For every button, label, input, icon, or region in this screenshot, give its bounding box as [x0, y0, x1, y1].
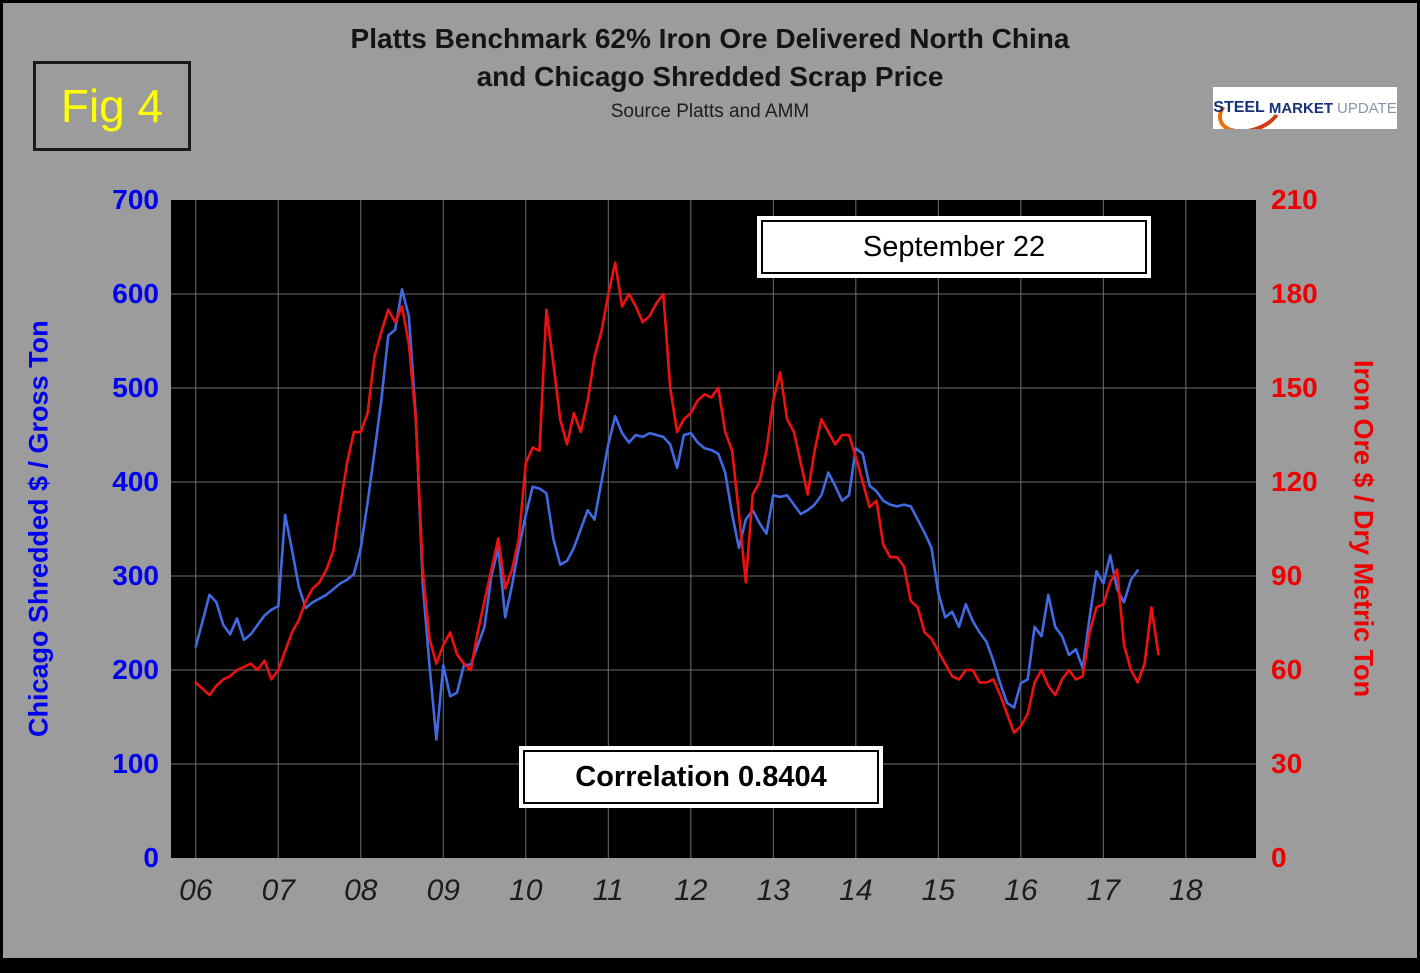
- x-axis-tick-label: 10: [509, 874, 543, 907]
- axis-tick-label: 120: [1271, 466, 1318, 497]
- chart-subtitle: Source Platts and AMM: [610, 101, 810, 122]
- axis-tick-label: 30: [1271, 748, 1303, 779]
- axis-tick-label: 300: [112, 560, 159, 591]
- correlation-annotation-box: Correlation 0.8404: [523, 750, 879, 804]
- x-axis-tick-label: 12: [674, 874, 708, 907]
- axis-tick-label: 600: [112, 278, 159, 309]
- bottom-border-bar: [3, 958, 1417, 970]
- axis-tick-label: 500: [112, 372, 159, 403]
- fig-label: Fig 4: [60, 80, 164, 132]
- chart-title-line1: Platts Benchmark 62% Iron Ore Delivered …: [350, 23, 1070, 54]
- axis-tick-label: 0: [143, 842, 159, 873]
- logo-text-update: UPDATE: [1337, 99, 1397, 117]
- axis-tick-label: 180: [1271, 278, 1318, 309]
- axis-tick-label: 400: [112, 466, 159, 497]
- logo-text-steel: STEEL: [1213, 99, 1265, 116]
- axis-tick-label: 0: [1271, 842, 1287, 873]
- x-axis-tick-label: 08: [344, 874, 378, 907]
- chart-title-line2: and Chicago Shredded Scrap Price: [476, 61, 944, 92]
- axis-tick-label: 200: [112, 654, 159, 685]
- plot-area: September 22 Correlation 0.8404: [171, 200, 1256, 858]
- x-axis-tick-label: 11: [592, 874, 624, 907]
- x-axis-tick-label: 07: [261, 874, 295, 907]
- x-axis-tick-label: 15: [921, 874, 956, 907]
- series-line-iron-ore: [194, 261, 1160, 735]
- axis-tick-label: 150: [1271, 372, 1318, 403]
- right-axis-title: Iron Ore $ / Dry Metric Ton: [1348, 360, 1379, 698]
- title-block: Platts Benchmark 62% Iron Ore Delivered …: [3, 23, 1417, 123]
- chart-plot-svg: [171, 200, 1256, 858]
- x-axis-tick-label: 17: [1086, 874, 1121, 907]
- fig-label-box: Fig 4: [33, 61, 191, 151]
- x-axis-tick-label: 09: [426, 874, 460, 907]
- axis-tick-label: 60: [1271, 654, 1303, 685]
- axis-tick-label: 100: [112, 748, 159, 779]
- left-axis-title: Chicago Shredded $ / Gross Ton: [23, 320, 54, 738]
- x-axis-tick-label: 18: [1169, 874, 1203, 907]
- x-axis-tick-label: 14: [839, 874, 873, 907]
- x-axis-tick-label: 06: [179, 874, 213, 907]
- x-axis-tick-label: 13: [756, 874, 790, 907]
- axis-tick-label: 90: [1271, 560, 1303, 591]
- series-line-scrap: [194, 288, 1140, 741]
- axis-tick-label: 700: [112, 184, 159, 215]
- logo-text-market: MARKET: [1268, 99, 1333, 117]
- x-axis-tick-label: 16: [1004, 874, 1038, 907]
- smu-logo: STEEL MARKET UPDATE: [1213, 87, 1397, 129]
- axis-tick-label: 210: [1271, 184, 1318, 215]
- date-annotation-box: September 22: [761, 220, 1147, 274]
